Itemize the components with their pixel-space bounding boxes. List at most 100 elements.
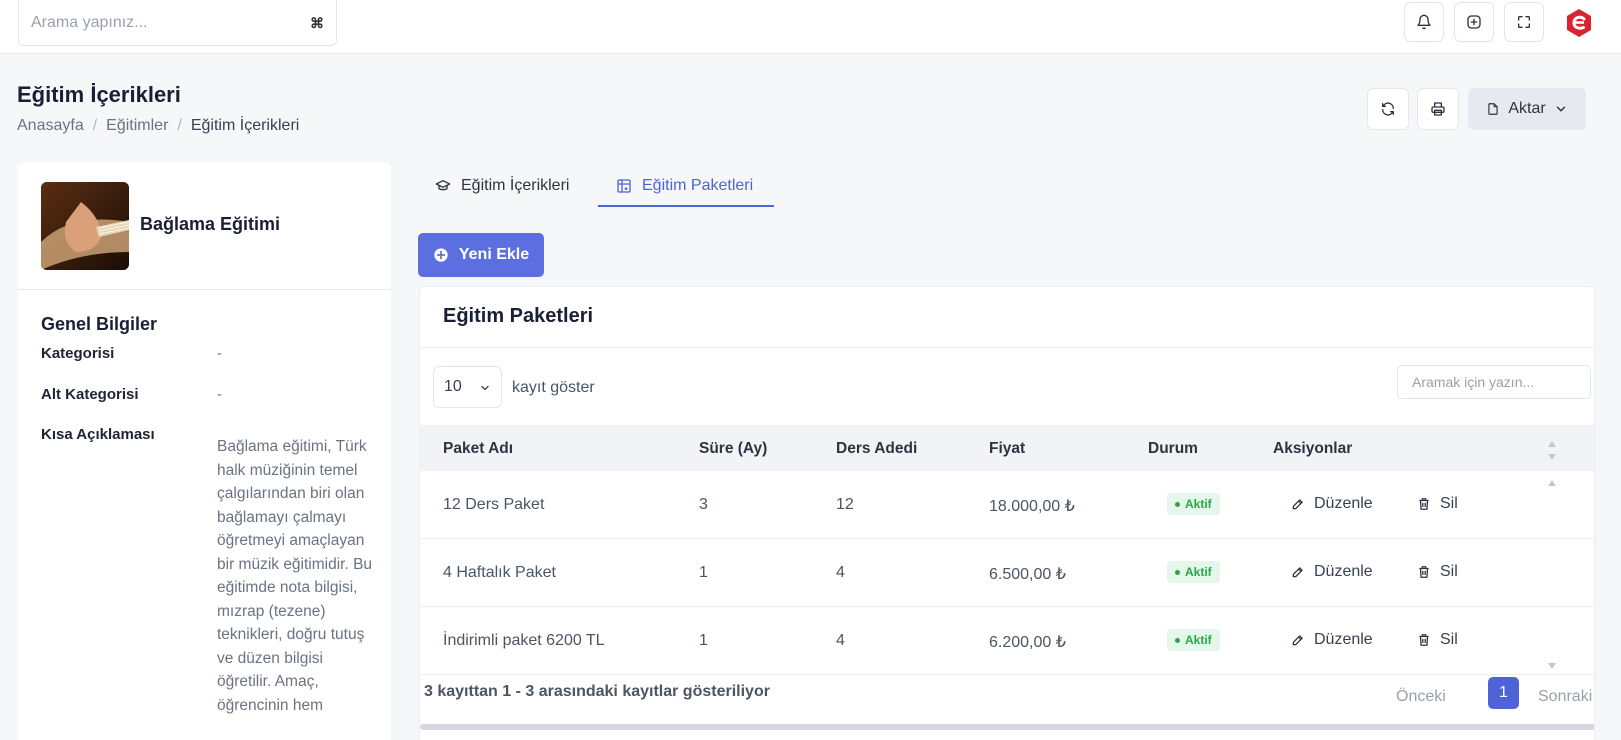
global-search-input[interactable] bbox=[31, 12, 281, 34]
fullscreen-icon bbox=[1518, 16, 1530, 28]
refresh-button[interactable] bbox=[1367, 88, 1409, 130]
edit-icon bbox=[1292, 499, 1303, 510]
scroll-down-icon[interactable] bbox=[1547, 662, 1557, 670]
lesson-count-cell: 4 bbox=[836, 564, 845, 581]
status-badge: Aktif bbox=[1167, 561, 1220, 583]
column-header-duration[interactable]: Süre (Ay) bbox=[699, 440, 768, 457]
sort-up-icon[interactable] bbox=[1547, 440, 1557, 448]
table-row: 12 Ders Paket 3 12 18.000,00 ₺ Aktif Düz… bbox=[420, 471, 1594, 539]
price-cell: 6.500,00 ₺ bbox=[989, 566, 1066, 583]
divider bbox=[420, 347, 1594, 348]
table-search bbox=[1397, 365, 1591, 399]
plus-circle-icon bbox=[434, 248, 448, 262]
divider bbox=[18, 289, 391, 290]
delete-label: Sil bbox=[1440, 631, 1458, 648]
trash-icon bbox=[1419, 498, 1429, 510]
pagination-page-1[interactable]: 1 bbox=[1488, 677, 1519, 709]
status-badge: Aktif bbox=[1167, 493, 1220, 515]
column-header-price[interactable]: Fiyat bbox=[989, 440, 1026, 457]
table-row: İndirimli paket 6200 TL 1 4 6.200,00 ₺ A… bbox=[420, 607, 1594, 675]
plus-circle-icon bbox=[1467, 15, 1481, 29]
table-info: 3 kayıttan 1 - 3 arasındaki kayıtlar gös… bbox=[424, 683, 770, 700]
add-new-button[interactable]: Yeni Ekle bbox=[418, 233, 544, 277]
duration-cell: 1 bbox=[699, 632, 708, 649]
category-label: Kategorisi bbox=[41, 345, 115, 362]
brand-logo[interactable] bbox=[1565, 8, 1593, 38]
price-cell: 18.000,00 ₺ bbox=[989, 498, 1075, 515]
printer-icon bbox=[1431, 102, 1445, 116]
active-tab-indicator bbox=[598, 205, 774, 207]
export-dropdown-button[interactable]: Aktar bbox=[1468, 88, 1586, 130]
page-length-value: 10 bbox=[444, 378, 462, 395]
horizontal-scrollbar[interactable] bbox=[420, 724, 1594, 730]
bell-icon bbox=[1417, 14, 1431, 30]
subcategory-label: Alt Kategorisi bbox=[41, 386, 139, 403]
package-name-cell: 12 Ders Paket bbox=[443, 496, 545, 513]
page-title: Eğitim İçerikleri bbox=[17, 82, 181, 107]
table-title: Eğitim Paketleri bbox=[443, 305, 594, 327]
edit-label: Düzenle bbox=[1314, 631, 1373, 648]
breadcrumb-current: Eğitim İçerikleri bbox=[190, 117, 300, 134]
status-badge: Aktif bbox=[1167, 629, 1220, 651]
print-button[interactable] bbox=[1417, 88, 1459, 130]
delete-label: Sil bbox=[1440, 563, 1458, 580]
packages-table-card: Eğitim Paketleri 10 kayıt göster Paket A… bbox=[419, 286, 1595, 740]
delete-button[interactable]: Sil bbox=[1417, 631, 1458, 649]
add-new-label: Yeni Ekle bbox=[458, 246, 530, 263]
column-header-status[interactable]: Durum bbox=[1148, 440, 1198, 457]
page-length-select[interactable]: 10 bbox=[433, 366, 502, 408]
edit-icon bbox=[1292, 635, 1303, 646]
pagination-next[interactable]: Sonraki bbox=[1538, 688, 1593, 705]
subcategory-value: - bbox=[217, 386, 222, 403]
status-label: Aktif bbox=[1185, 565, 1212, 579]
course-image bbox=[41, 182, 129, 270]
file-export-icon bbox=[1488, 103, 1498, 115]
tab-label: Eğitim Paketleri bbox=[642, 177, 754, 194]
chevron-down-icon bbox=[1556, 106, 1565, 112]
short-description-label: Kısa Açıklaması bbox=[41, 426, 155, 443]
table-plus-icon bbox=[617, 179, 631, 193]
tab-label: Eğitim İçerikleri bbox=[461, 177, 570, 194]
breadcrumb-home[interactable]: Anasayfa bbox=[17, 117, 84, 134]
column-header-lesson-count[interactable]: Ders Adedi bbox=[836, 440, 918, 457]
fullscreen-button[interactable] bbox=[1504, 2, 1544, 42]
refresh-icon bbox=[1382, 102, 1394, 116]
lesson-count-cell: 4 bbox=[836, 632, 845, 649]
duration-cell: 1 bbox=[699, 564, 708, 581]
table-search-input[interactable] bbox=[1398, 366, 1590, 398]
package-name-cell: 4 Haftalık Paket bbox=[443, 564, 556, 581]
status-label: Aktif bbox=[1185, 633, 1212, 647]
command-key-icon: ⌘ bbox=[310, 15, 324, 31]
edit-button[interactable]: Düzenle bbox=[1291, 495, 1373, 513]
tab-training-contents[interactable]: Eğitim İçerikleri bbox=[435, 164, 569, 208]
scroll-up-icon[interactable] bbox=[1547, 479, 1557, 487]
course-info-card: Bağlama Eğitimi Genel Bilgiler Kategoris… bbox=[18, 162, 391, 740]
column-header-package-name[interactable]: Paket Adı bbox=[443, 440, 514, 457]
breadcrumb: Anasayfa / Eğitimler / Eğitim İçerikleri bbox=[17, 117, 299, 135]
edit-icon bbox=[1292, 567, 1303, 578]
status-label: Aktif bbox=[1185, 497, 1212, 511]
breadcrumb-separator: / bbox=[177, 117, 182, 134]
duration-cell: 3 bbox=[699, 496, 708, 513]
course-name: Bağlama Eğitimi bbox=[140, 214, 281, 234]
general-info-title: Genel Bilgiler bbox=[41, 314, 158, 334]
breadcrumb-separator: / bbox=[92, 117, 98, 134]
price-cell: 6.200,00 ₺ bbox=[989, 634, 1066, 651]
breadcrumb-trainings[interactable]: Eğitimler bbox=[106, 117, 169, 134]
edit-button[interactable]: Düzenle bbox=[1291, 631, 1373, 649]
edit-label: Düzenle bbox=[1314, 495, 1373, 512]
edit-button[interactable]: Düzenle bbox=[1291, 563, 1373, 581]
table-header: Paket Adı Süre (Ay) Ders Adedi Fiyat Dur… bbox=[420, 425, 1594, 471]
delete-button[interactable]: Sil bbox=[1417, 563, 1458, 581]
edit-label: Düzenle bbox=[1314, 563, 1373, 580]
sort-down-icon[interactable] bbox=[1547, 453, 1557, 461]
delete-button[interactable]: Sil bbox=[1417, 495, 1458, 513]
quick-add-button[interactable] bbox=[1454, 2, 1494, 42]
notifications-button[interactable] bbox=[1404, 2, 1444, 42]
top-bar: ⌘ bbox=[0, 0, 1621, 54]
delete-label: Sil bbox=[1440, 495, 1458, 512]
pagination-previous[interactable]: Önceki bbox=[1396, 688, 1446, 705]
tab-training-packages[interactable]: Eğitim Paketleri bbox=[616, 164, 753, 208]
trash-icon bbox=[1419, 566, 1429, 578]
graduation-cap-icon bbox=[435, 180, 451, 191]
